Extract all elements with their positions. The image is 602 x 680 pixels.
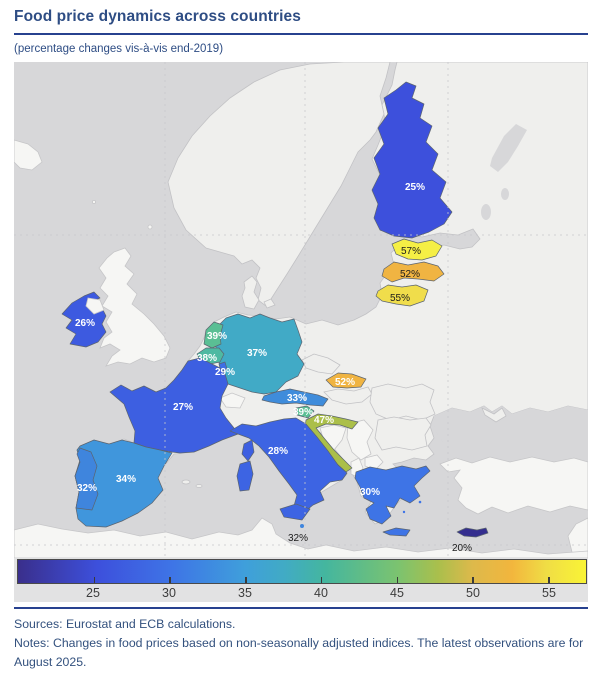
- country-netherlands: [203, 321, 224, 349]
- label-malta: 32%: [288, 533, 308, 544]
- colorbar: [17, 559, 587, 584]
- country-cyprus: [456, 527, 489, 538]
- faroe-islands: [92, 199, 97, 204]
- country-serbia: [346, 419, 374, 461]
- sources-line: Sources: Eurostat and ECB calculations.: [14, 617, 236, 631]
- colorbar-tick: [245, 577, 247, 583]
- country-portugal: [74, 447, 99, 511]
- label-latvia: 52%: [400, 269, 420, 280]
- lake-ladoga: [481, 204, 491, 220]
- label-slovenia: 39%: [293, 407, 313, 418]
- country-lithuania: [375, 284, 429, 307]
- europe-choropleth-map: 25% 57% 52% 55% 26% 39% 38% 29% 37% 27% …: [14, 62, 588, 558]
- crimea: [481, 407, 507, 423]
- sicily: [279, 503, 311, 521]
- country-greece: [354, 465, 431, 525]
- label-france: 27%: [173, 402, 193, 413]
- colorbar-tick: [320, 577, 323, 583]
- shetland-islands: [147, 224, 153, 230]
- country-malta: [300, 524, 304, 528]
- country-denmark: [241, 275, 260, 310]
- iceland-corner: [14, 139, 43, 171]
- crete: [382, 527, 411, 537]
- scandinavia: [167, 62, 391, 307]
- aegean-island: [418, 500, 422, 504]
- country-italy: [229, 417, 348, 515]
- colorbar-tick-label: 40: [314, 586, 328, 600]
- aegean-island: [402, 510, 406, 514]
- label-croatia: 47%: [314, 415, 334, 426]
- country-slovakia: [325, 372, 367, 389]
- label-germany: 37%: [247, 348, 267, 359]
- colorbar-tick-label: 50: [466, 586, 480, 600]
- country-switzerland: [219, 392, 246, 409]
- country-finland: [371, 81, 453, 239]
- colorbar-tick-label: 55: [542, 586, 556, 600]
- country-bulgaria: [374, 416, 432, 451]
- colorbar-tick-label: 45: [390, 586, 404, 600]
- colorbar-tick: [93, 577, 96, 583]
- colorbar-tick-label: 30: [162, 586, 176, 600]
- label-italy: 28%: [268, 446, 288, 457]
- north-africa: [14, 517, 588, 558]
- label-belgium: 38%: [197, 353, 217, 364]
- balearic-islands: [181, 479, 191, 485]
- notes-line: Notes: Changes in food prices based on n…: [14, 636, 584, 670]
- danish-isles: [263, 298, 276, 309]
- colorbar-tick-label: 25: [86, 586, 100, 600]
- figure-footer: Sources: Eurostat and ECB calculations. …: [14, 615, 592, 672]
- map-panel: 25% 57% 52% 55% 26% 39% 38% 29% 37% 27% …: [14, 62, 588, 602]
- label-austria: 33%: [287, 393, 307, 404]
- colorbar-tick: [169, 577, 171, 583]
- label-greece: 30%: [360, 487, 380, 498]
- country-romania: [369, 383, 436, 421]
- colorbar-tick-labels: 25 30 35 40 45 50 55: [17, 586, 587, 602]
- colorbar-tick: [548, 577, 550, 583]
- country-austria: [261, 388, 329, 407]
- label-slovakia: 52%: [335, 377, 355, 388]
- country-latvia: [381, 261, 445, 283]
- black-sea: [434, 406, 588, 458]
- northern-ireland: [85, 297, 105, 315]
- country-czechia: [301, 353, 341, 375]
- white-sea: [490, 124, 527, 172]
- footer-divider: [14, 607, 588, 609]
- country-estonia: [391, 238, 443, 261]
- graticule-lines: [14, 62, 588, 558]
- figure-subtitle: (percentage changes vis-à-vis end-2019): [14, 43, 224, 55]
- label-portugal: 32%: [77, 483, 97, 494]
- label-finland: 25%: [405, 182, 425, 193]
- country-value-labels: 25% 57% 52% 55% 26% 39% 38% 29% 37% 27% …: [75, 182, 472, 554]
- label-ireland: 26%: [75, 318, 95, 329]
- country-france: [109, 357, 239, 454]
- label-luxembourg: 29%: [215, 367, 235, 378]
- country-turkey: [439, 456, 588, 515]
- page-title: Food price dynamics across countries: [14, 8, 301, 25]
- aegean-island: [410, 488, 414, 492]
- title-underline: [14, 33, 588, 35]
- balearic-islands: [195, 484, 203, 488]
- country-united-kingdom: [98, 247, 171, 367]
- label-lithuania: 55%: [390, 293, 410, 304]
- label-cyprus: 20%: [452, 543, 472, 554]
- colorbar-tick: [396, 577, 399, 583]
- country-north-macedonia: [364, 454, 384, 471]
- sardinia: [236, 460, 254, 492]
- lake-onega: [501, 188, 509, 200]
- corsica: [241, 439, 255, 462]
- colorbar-tick-label: 35: [238, 586, 252, 600]
- label-netherlands: 39%: [207, 331, 227, 342]
- label-spain: 34%: [116, 474, 136, 485]
- label-estonia: 57%: [401, 246, 421, 257]
- colorbar-tick: [472, 577, 474, 583]
